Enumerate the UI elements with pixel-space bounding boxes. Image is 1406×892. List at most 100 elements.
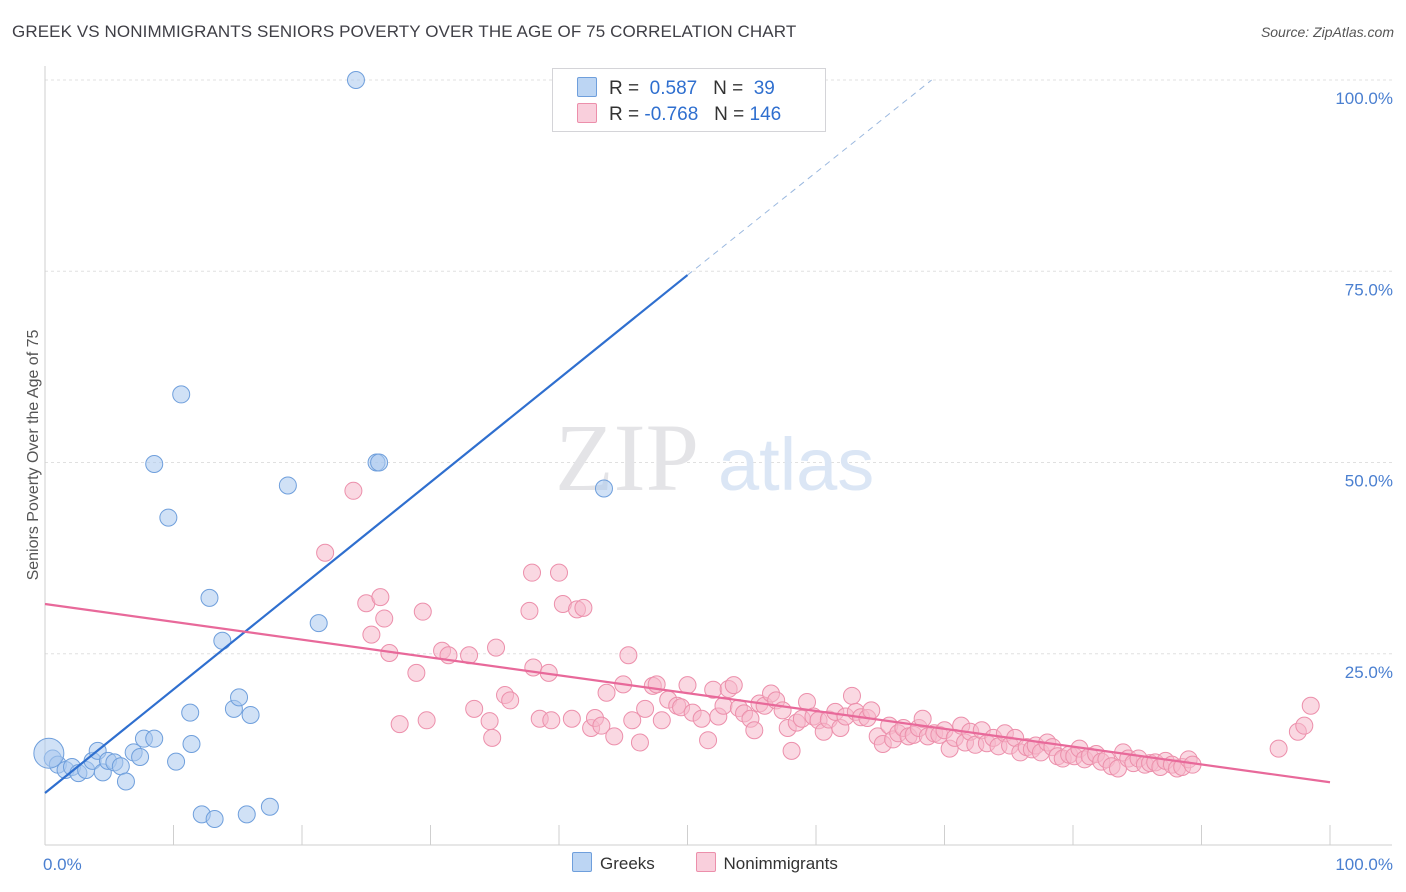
data-point-nonimmigrants	[842, 686, 861, 705]
data-point-nonimmigrants	[630, 733, 649, 752]
data-point-nonimmigrants	[1295, 716, 1314, 735]
data-point-nonimmigrants	[501, 691, 520, 710]
data-point-nonimmigrants	[597, 683, 616, 702]
data-point-greeks	[111, 757, 130, 776]
y-tick-label: 25.0%	[1345, 663, 1393, 682]
legend-item-nonimmigrants: Nonimmigrants	[695, 852, 838, 874]
series-greeks	[33, 71, 613, 828]
data-point-nonimmigrants	[1269, 739, 1288, 758]
data-point-nonimmigrants	[745, 721, 764, 740]
data-point-nonimmigrants	[574, 598, 593, 617]
data-point-nonimmigrants	[413, 602, 432, 621]
data-point-nonimmigrants	[623, 711, 642, 730]
data-point-nonimmigrants	[417, 711, 436, 730]
data-point-nonimmigrants	[375, 609, 394, 628]
data-point-greeks	[167, 752, 186, 771]
y-tick-label: 75.0%	[1345, 280, 1393, 299]
legend-swatch-greeks	[572, 852, 592, 872]
data-point-greeks	[237, 805, 256, 824]
x-tick-label: 100.0%	[1335, 855, 1393, 874]
data-point-nonimmigrants	[724, 676, 743, 695]
data-point-greeks	[205, 809, 224, 828]
data-point-greeks	[172, 385, 191, 404]
x-tick-labels: 0.0% 100.0%	[43, 855, 1393, 874]
legend-greeks-r: 0.587	[649, 78, 698, 99]
legend-r-label: R =	[609, 104, 640, 125]
legend-n-label: N =	[714, 104, 745, 125]
data-point-greeks	[230, 688, 249, 707]
data-point-greeks	[145, 729, 164, 748]
data-point-nonimmigrants	[520, 601, 539, 620]
data-point-greeks	[181, 703, 200, 722]
data-point-nonimmigrants	[487, 638, 506, 657]
data-point-nonimmigrants	[692, 709, 711, 728]
legend-non-r: -0.768	[644, 104, 699, 125]
data-point-nonimmigrants	[605, 727, 624, 746]
data-point-greeks	[309, 614, 328, 633]
series-nonimmigrants	[316, 481, 1320, 778]
data-point-greeks	[159, 508, 178, 527]
data-point-nonimmigrants	[371, 588, 390, 607]
data-point-greeks	[131, 748, 150, 767]
trend-line-nonimmigrants	[44, 602, 1331, 784]
axes	[44, 66, 1392, 846]
data-point-nonimmigrants	[407, 663, 426, 682]
legend-label-nonimmigrants: Nonimmigrants	[723, 854, 838, 873]
data-point-nonimmigrants	[344, 481, 363, 500]
watermark-atlas: atlas	[718, 423, 874, 506]
legend-non-n: 146	[749, 104, 782, 125]
data-point-nonimmigrants	[913, 709, 932, 728]
data-point-nonimmigrants	[1301, 696, 1320, 715]
data-point-nonimmigrants	[619, 646, 638, 665]
legend-greeks-n: 39	[753, 78, 775, 99]
data-point-nonimmigrants	[362, 625, 381, 644]
data-point-greeks	[370, 453, 389, 472]
legend-swatch-greeks	[577, 77, 597, 97]
data-point-nonimmigrants	[523, 563, 542, 582]
data-point-greeks	[241, 705, 260, 724]
data-point-greeks	[260, 797, 279, 816]
data-point-nonimmigrants	[550, 563, 568, 582]
stats-legend: R = 0.587 N = 39 R = -0.768 N = 146	[552, 68, 826, 132]
chart-title: GREEK VS NONIMMIGRANTS SENIORS POVERTY O…	[12, 22, 797, 41]
legend-n-label: N =	[713, 78, 744, 99]
data-point-greeks	[200, 588, 219, 607]
data-point-greeks	[33, 737, 65, 769]
y-axis-label: Seniors Poverty Over the Age of 75	[25, 330, 42, 581]
legend-row-greeks: R = 0.587 N = 39	[577, 77, 775, 99]
trend-line-greeks	[44, 274, 689, 794]
series-legend: Greeks Nonimmigrants	[572, 852, 874, 874]
data-point-greeks	[346, 71, 365, 89]
data-point-greeks	[145, 455, 164, 474]
trend-lines	[44, 79, 1331, 794]
data-point-nonimmigrants	[480, 712, 499, 731]
x-tick-label: 0.0%	[43, 855, 82, 874]
y-tick-label: 50.0%	[1345, 472, 1393, 491]
data-point-greeks	[116, 772, 135, 791]
legend-swatch-nonimmigrants	[577, 103, 597, 123]
legend-row-nonimmigrants: R = -0.768 N = 146	[577, 103, 781, 125]
source-label: Source: ZipAtlas.com	[1260, 24, 1394, 40]
data-point-nonimmigrants	[636, 699, 655, 718]
watermark-zip: ZIP	[555, 404, 699, 511]
y-tick-label: 100.0%	[1335, 89, 1393, 108]
y-tick-labels: 100.0% 75.0% 50.0% 25.0%	[1335, 89, 1393, 682]
legend-r-label: R =	[609, 78, 640, 99]
data-point-nonimmigrants	[592, 716, 611, 735]
data-point-greeks	[182, 735, 201, 754]
data-point-nonimmigrants	[862, 701, 881, 720]
trend-line-greeks-extension	[687, 79, 932, 276]
data-point-nonimmigrants	[542, 711, 561, 730]
data-point-nonimmigrants	[562, 709, 581, 728]
data-point-nonimmigrants	[483, 728, 502, 747]
data-point-greeks	[278, 476, 297, 495]
data-point-nonimmigrants	[782, 741, 801, 760]
data-point-greeks	[594, 479, 613, 498]
legend-item-greeks: Greeks	[572, 852, 655, 874]
legend-label-greeks: Greeks	[600, 854, 655, 873]
data-point-nonimmigrants	[652, 711, 671, 730]
data-point-nonimmigrants	[465, 699, 484, 718]
data-point-nonimmigrants	[678, 676, 697, 695]
data-point-nonimmigrants	[699, 731, 718, 750]
